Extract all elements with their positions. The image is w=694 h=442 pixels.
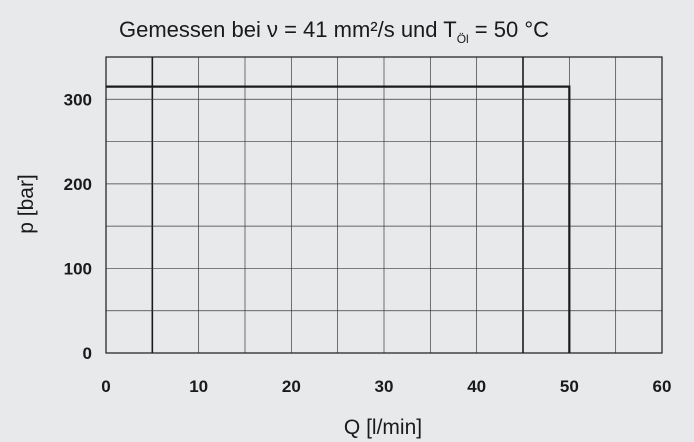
grid [106,57,662,353]
x-tick-label-40: 40 [467,377,486,396]
x-tick-label-50: 50 [560,377,579,396]
chart-title-subscript: Öl [457,32,469,46]
plot-frame [105,56,663,354]
x-tick-label-30: 30 [375,377,394,396]
y-tick-label-0: 0 [83,344,92,363]
chart-title: Gemessen bei ν = 41 mm²/s und TÖl = 50 °… [119,17,549,46]
x-tick-label-0: 0 [101,377,110,396]
chart-title-suffix: = 50 °C [469,17,549,42]
series-line-0 [106,85,571,353]
y-tick-label-300: 300 [64,90,92,109]
x-tick-label-10: 10 [189,377,208,396]
y-tick-label-200: 200 [64,175,92,194]
y-tick-label-100: 100 [64,259,92,278]
chart-title-prefix: Gemessen bei ν = 41 mm²/s und T [119,17,457,42]
x-tick-labels: 0 10 20 30 40 50 60 [101,377,671,396]
x-tick-label-20: 20 [282,377,301,396]
y-axis-label: p [bar] [15,174,38,234]
x-axis-label: Q [l/min] [344,416,422,439]
x-tick-label-60: 60 [653,377,672,396]
y-tick-labels: 0 100 200 300 [64,90,92,363]
series-group [106,85,571,353]
